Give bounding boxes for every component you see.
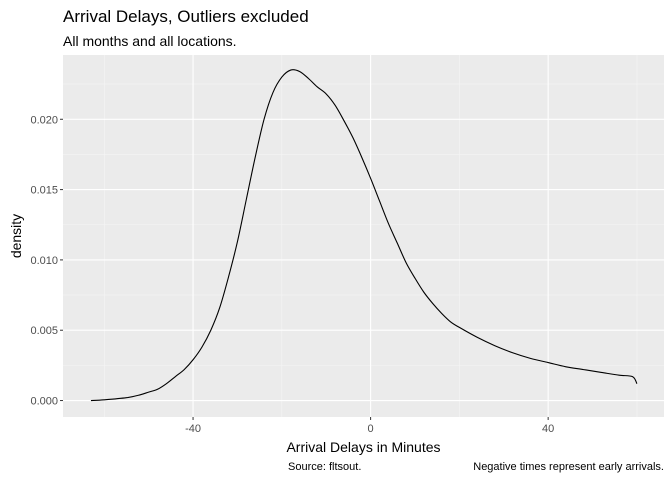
caption-source: Source: fltsout. <box>288 461 361 473</box>
y-tick-label: 0.015 <box>30 185 58 197</box>
chart-title: Arrival Delays, Outliers excluded <box>63 7 309 26</box>
plot-panel <box>63 55 664 417</box>
caption-note: Negative times represent early arrivals. <box>473 461 664 473</box>
major-gridlines <box>63 55 664 417</box>
y-tick-label: 0.000 <box>30 396 58 408</box>
series-layer <box>90 69 638 402</box>
x-axis-title: Arrival Delays in Minutes <box>286 439 440 455</box>
x-tick-label: -40 <box>185 423 201 435</box>
minor-gridlines <box>63 55 664 417</box>
y-tick-label: 0.010 <box>30 255 58 267</box>
y-tick-label: 0.005 <box>30 325 58 337</box>
chart-subtitle: All months and all locations. <box>63 33 237 49</box>
y-tick-label: 0.020 <box>30 114 58 126</box>
density-curve <box>90 69 638 402</box>
y-axis: 0.000 0.005 0.010 0.015 0.020 <box>30 114 63 408</box>
y-axis-title: density <box>8 214 24 258</box>
x-axis: -40 0 40 <box>185 417 554 435</box>
x-tick-label: 40 <box>542 423 554 435</box>
x-tick-label: 0 <box>368 423 374 435</box>
